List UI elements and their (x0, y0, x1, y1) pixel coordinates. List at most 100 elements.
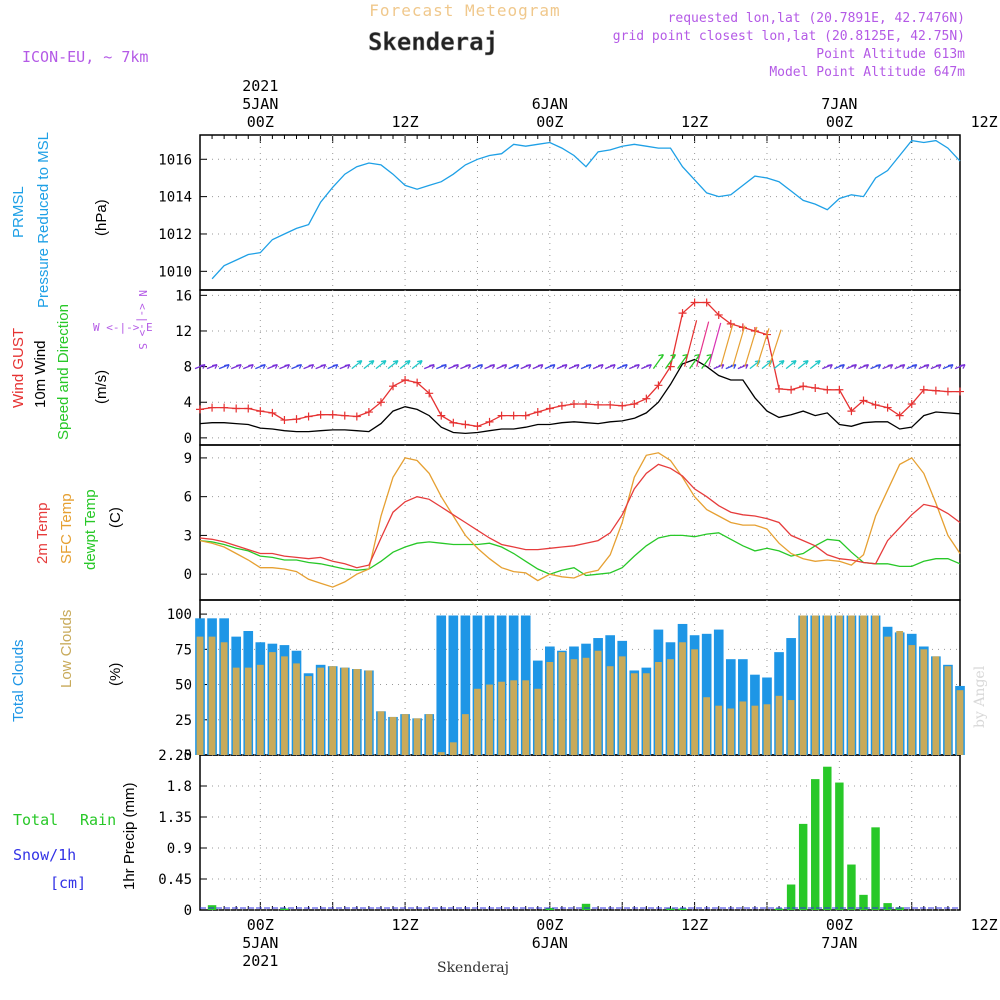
wind-tick-label: 8 (184, 360, 192, 376)
bottom-time-label: 00Z (247, 916, 274, 934)
temp-unit: (C) (107, 507, 124, 528)
rain-bar (883, 903, 892, 910)
gust-marker (232, 404, 241, 413)
dewpt-label: dewpt Temp (82, 489, 99, 570)
low-cloud-bar (594, 650, 602, 755)
low-cloud-bar (329, 666, 337, 755)
strong-wind-arrow (720, 324, 734, 367)
watermark: by Angel (972, 665, 988, 728)
wind-direction-arrow (846, 363, 858, 370)
gust-marker (316, 410, 325, 419)
total-cloud-bar (448, 615, 459, 755)
low-cloud-bar (667, 659, 674, 755)
wind-direction-arrow (580, 363, 592, 370)
gust-marker (919, 385, 928, 394)
low-cloud-bar (377, 711, 385, 755)
clouds-unit: (%) (107, 663, 124, 686)
low-cloud-bar (232, 667, 240, 755)
bottom-time-label: 6JAN (532, 934, 568, 952)
wind-direction-arrow (387, 359, 399, 370)
wind-direction-arrow (230, 363, 242, 370)
low-cloud-bar (293, 663, 300, 755)
rain-bar (774, 908, 784, 910)
wind-label: 10m Wind (32, 340, 49, 408)
bottom-time-label: 7JAN (821, 934, 857, 952)
wind-direction-arrow (894, 363, 906, 370)
low-cloud-bar (558, 652, 566, 755)
pressure-tick-label: 1016 (158, 152, 192, 168)
rain-bar (823, 766, 832, 910)
gust-marker (509, 411, 518, 420)
gust-marker (328, 410, 337, 419)
wind-direction-arrow (194, 363, 206, 370)
temp-tick-label: 9 (184, 451, 192, 467)
clouds-tick-label: 25 (175, 713, 192, 729)
gust-marker (630, 400, 639, 409)
gust-marker (413, 378, 422, 387)
wind-speed-line (199, 358, 961, 435)
precip-tick-label: 0.9 (167, 841, 192, 857)
low-clouds-label: Low Clouds (58, 610, 75, 688)
footer-location: Skenderaj (437, 960, 509, 976)
gust-marker (304, 412, 313, 421)
low-cloud-bar (787, 700, 795, 755)
precip-frame (199, 754, 961, 911)
grid-lines (200, 135, 960, 911)
rain-bar (847, 864, 856, 910)
gust-label: Wind GUST (10, 328, 27, 408)
low-cloud-bar (691, 649, 698, 755)
low-cloud-bar (570, 659, 578, 755)
low-cloud-bar (727, 708, 735, 755)
gust-marker (823, 385, 832, 394)
low-cloud-bar (860, 615, 867, 755)
rain-bar (811, 779, 820, 910)
top-time-label: 12Z (392, 113, 419, 131)
top-time-label: 00Z (826, 113, 853, 131)
gust-marker (461, 420, 470, 429)
wind-direction-arrow (641, 363, 652, 370)
gust-marker (437, 411, 446, 420)
direction-label: Speed and Direction (55, 304, 72, 440)
gust-marker (594, 400, 603, 409)
low-cloud-bar (449, 742, 457, 755)
axis-labels: 1010 1012 1014 1016 0 4 8 12 16 0 3 6 9 0 25 50 75 100 0 0.… (158, 77, 997, 970)
low-cloud-bar (679, 642, 686, 755)
rain-label-rain: Rain (80, 811, 116, 829)
low-cloud-bar (715, 705, 723, 755)
bottom-time-label: 00Z (826, 916, 853, 934)
requested-coords: requested lon,lat (20.7891E, 42.7476N) (668, 11, 965, 26)
total-cloud-bar (472, 615, 483, 755)
wind-direction-arrow (206, 363, 218, 370)
low-cloud-bar (799, 615, 807, 755)
rain-bar (666, 908, 675, 910)
precip-tick-label: 1.35 (158, 810, 192, 826)
wind-direction-arrow (834, 363, 845, 370)
wind-direction-arrow (279, 363, 291, 370)
wind-direction-arrow (327, 363, 339, 370)
total-cloud-bar (460, 615, 471, 755)
clouds-frame (199, 599, 961, 756)
low-cloud-bar (462, 714, 469, 755)
low-cloud-bar (269, 652, 276, 755)
wind-direction-arrow (484, 363, 496, 370)
temp-frame (199, 444, 961, 601)
wind-direction-arrow (858, 363, 870, 370)
wind-direction-arrow (520, 363, 532, 370)
low-cloud-bar (425, 714, 433, 755)
gust-marker (425, 389, 434, 398)
rain-bar (280, 908, 289, 910)
wind-direction-arrow (870, 363, 882, 370)
rain-bar (545, 907, 555, 910)
low-cloud-bar (281, 656, 288, 755)
low-cloud-bar (256, 664, 264, 755)
gust-marker (666, 362, 675, 371)
gust-marker (606, 400, 615, 409)
wind-direction-arrow (363, 359, 375, 370)
low-cloud-bar (811, 615, 819, 755)
bottom-time-label: 12Z (392, 916, 419, 934)
wind-direction-arrow (218, 363, 230, 370)
low-cloud-bar (823, 615, 831, 755)
gust-marker (208, 403, 217, 412)
low-cloud-bar (305, 676, 312, 755)
low-cloud-bar (365, 670, 373, 755)
